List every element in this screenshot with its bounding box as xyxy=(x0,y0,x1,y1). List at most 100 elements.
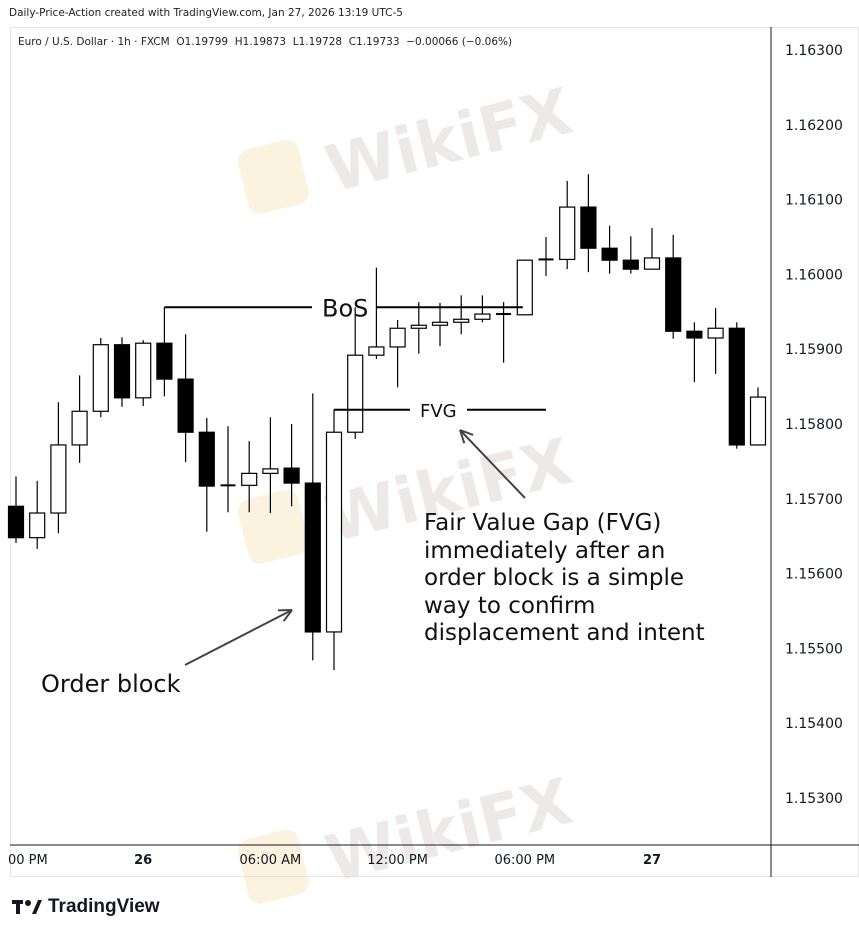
watermark-logo-icon xyxy=(237,489,309,564)
candle-body xyxy=(601,247,618,261)
arrow-shaft xyxy=(184,609,293,666)
candle-body xyxy=(7,505,25,539)
legend-high: H1.19873 xyxy=(234,36,287,48)
candle xyxy=(622,236,639,274)
candle-body xyxy=(559,206,576,261)
legend-symbol: Euro / U.S. Dollar · 1h · FXCM xyxy=(18,36,170,48)
candle-body xyxy=(474,313,491,320)
candle xyxy=(665,234,682,339)
candle-body xyxy=(198,431,215,487)
bos-label: BoS xyxy=(322,294,368,322)
candle xyxy=(601,225,618,274)
candle xyxy=(177,334,194,463)
candle-body xyxy=(50,444,67,514)
candle-body xyxy=(453,318,470,323)
fvg-note-line: Fair Value Gap (FVG) xyxy=(424,510,662,536)
watermark-text: WikiFX xyxy=(319,765,580,897)
candle-body xyxy=(622,259,639,270)
candle xyxy=(135,340,152,407)
candle-body xyxy=(665,257,682,332)
candle xyxy=(71,375,88,463)
candle-body xyxy=(304,482,321,633)
candle-body xyxy=(113,344,131,399)
candle xyxy=(728,322,745,449)
candle xyxy=(538,237,554,276)
watermark-logo-icon xyxy=(237,829,309,904)
tradingview-logo-icon xyxy=(12,900,42,914)
watermark: WikiFX xyxy=(237,765,580,904)
legend-close: C1.19733 xyxy=(348,36,400,48)
price-tick-label: 1.16300 xyxy=(785,43,843,59)
tradingview-logo[interactable]: TradingView xyxy=(12,896,160,918)
time-tick-label: 06:00 PM xyxy=(494,853,555,868)
time-tick-label: 06:00 AM xyxy=(240,853,302,868)
candle-body xyxy=(516,259,533,316)
time-tick-label: 27 xyxy=(643,853,661,868)
price-tick-label: 1.15500 xyxy=(785,641,843,657)
candle xyxy=(262,417,279,514)
axes: 1.16300 1.16200 1.16100 1.16000 1.15900 1.158… xyxy=(8,27,859,877)
watermark-text: WikiFX xyxy=(319,75,580,207)
candle-body xyxy=(325,431,343,633)
candle-body xyxy=(71,410,88,446)
price-tick-label: 1.16100 xyxy=(785,193,843,209)
time-tick-label: 00 PM xyxy=(8,853,48,868)
candle-body xyxy=(431,321,449,326)
candle-body xyxy=(410,324,427,329)
legend-open: O1.19799 xyxy=(176,36,229,48)
legend-low: L1.19728 xyxy=(292,36,343,48)
candle-body xyxy=(177,378,194,433)
candle-body xyxy=(368,346,385,356)
symbol-legend: Euro / U.S. Dollar · 1h · FXCM O1.19799 … xyxy=(18,36,512,48)
candle-body xyxy=(707,327,724,339)
candle-body xyxy=(749,396,767,446)
candle xyxy=(29,480,46,549)
candle xyxy=(325,409,343,671)
candle xyxy=(749,387,767,446)
candle xyxy=(474,295,491,323)
candle-body xyxy=(156,342,173,380)
annotation-lines: BoS FVG xyxy=(164,294,546,666)
fvg-label: FVG xyxy=(420,401,457,422)
candle xyxy=(220,426,236,513)
candle xyxy=(496,302,512,363)
tradingview-logo-text: TradingView xyxy=(48,896,160,917)
candle-body xyxy=(347,354,364,433)
candle xyxy=(580,174,597,273)
candle-body xyxy=(728,327,745,446)
candle xyxy=(643,228,661,270)
fvg-note-line: order block is a simple xyxy=(424,565,684,592)
candle xyxy=(113,337,131,407)
price-tick-label: 1.15700 xyxy=(785,492,843,508)
candle xyxy=(347,307,364,439)
fvg-arrow-icon xyxy=(459,429,526,499)
candle xyxy=(7,476,25,543)
candle xyxy=(283,424,300,507)
candle xyxy=(516,259,533,316)
candle xyxy=(50,402,67,534)
fvg-note-line: immediately after an xyxy=(424,537,666,564)
candle-body xyxy=(283,467,300,484)
order-block-label: Order block xyxy=(41,670,181,698)
candle xyxy=(559,180,576,270)
candle-body xyxy=(29,512,46,539)
candle-body xyxy=(241,472,258,486)
chart-credit: Daily-Price-Action created with TradingV… xyxy=(9,7,403,19)
fvg-note-line: displacement and intent xyxy=(424,620,705,647)
price-tick-label: 1.15400 xyxy=(785,716,843,732)
candle xyxy=(707,308,724,374)
price-tick-label: 1.15900 xyxy=(785,342,843,358)
price-tick-label: 1.16000 xyxy=(785,267,843,283)
legend-change: −0.00066 (−0.06%) xyxy=(406,36,513,48)
candle xyxy=(241,441,258,513)
candle-body xyxy=(389,327,406,348)
order-block-arrow-icon xyxy=(184,609,293,666)
price-tick-label: 1.15800 xyxy=(785,417,843,433)
price-tick-label: 1.16200 xyxy=(785,118,843,134)
time-tick-label: 12:00 PM xyxy=(367,853,428,868)
candle xyxy=(92,337,109,418)
candle xyxy=(453,295,470,335)
fvg-note: Fair Value Gap (FVG) immediately after an… xyxy=(424,510,705,648)
candles xyxy=(7,174,767,671)
